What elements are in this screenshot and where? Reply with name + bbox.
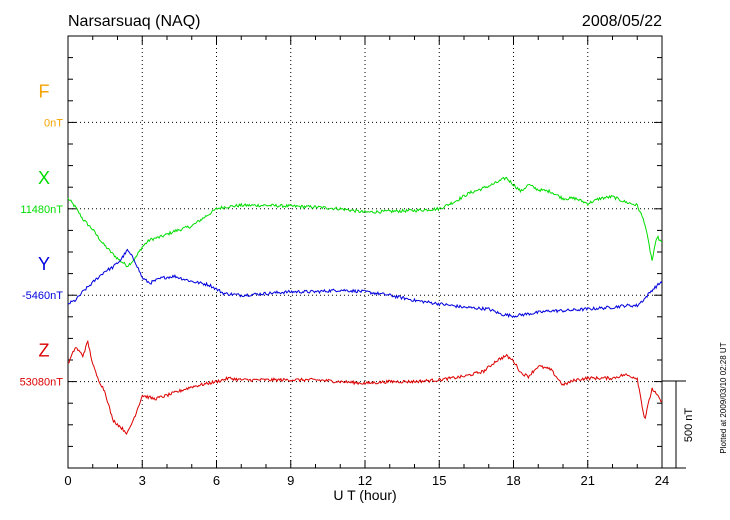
grid-lines: [68, 36, 662, 468]
component-name-x: X: [38, 168, 50, 188]
minor-ticks: [68, 57, 662, 447]
baseline-label-y: -5460nT: [22, 290, 63, 302]
trace-z: [67, 339, 663, 435]
trace-x: [67, 176, 663, 268]
x-axis-ticks: 0 3 6 9 12 15 18 21 24: [64, 36, 669, 488]
baseline-label-z: 53080nT: [20, 377, 64, 389]
trace-y: [67, 248, 663, 319]
x-tick-label: 9: [287, 473, 294, 488]
x-tick-label: 24: [655, 473, 669, 488]
baseline-label-f: 0nT: [44, 117, 63, 129]
plotted-note: Plotted at 2009/03/10 02:28 UT: [719, 342, 728, 453]
x-tick-label: 6: [213, 473, 220, 488]
component-name-y: Y: [38, 254, 50, 274]
x-axis-label: U T (hour): [333, 487, 396, 503]
component-labels: F 0nT X 11480nT Y -5460nT Z 53080nT: [20, 81, 64, 388]
component-name-f: F: [39, 81, 50, 101]
x-tick-label: 15: [432, 473, 446, 488]
scale-bar-label: 500 nT: [683, 408, 695, 443]
x-tick-label: 12: [358, 473, 372, 488]
date-label: 2008/05/22: [582, 13, 662, 30]
station-title: Narsarsuaq (NAQ): [68, 13, 200, 30]
baseline-label-x: 11480nT: [20, 204, 63, 216]
x-tick-label: 21: [581, 473, 595, 488]
x-tick-label: 18: [506, 473, 520, 488]
component-name-z: Z: [39, 341, 50, 361]
x-tick-label: 3: [139, 473, 146, 488]
scale-bar: 500 nT: [662, 380, 695, 469]
x-tick-label: 0: [64, 473, 71, 488]
component-traces: [67, 176, 663, 435]
